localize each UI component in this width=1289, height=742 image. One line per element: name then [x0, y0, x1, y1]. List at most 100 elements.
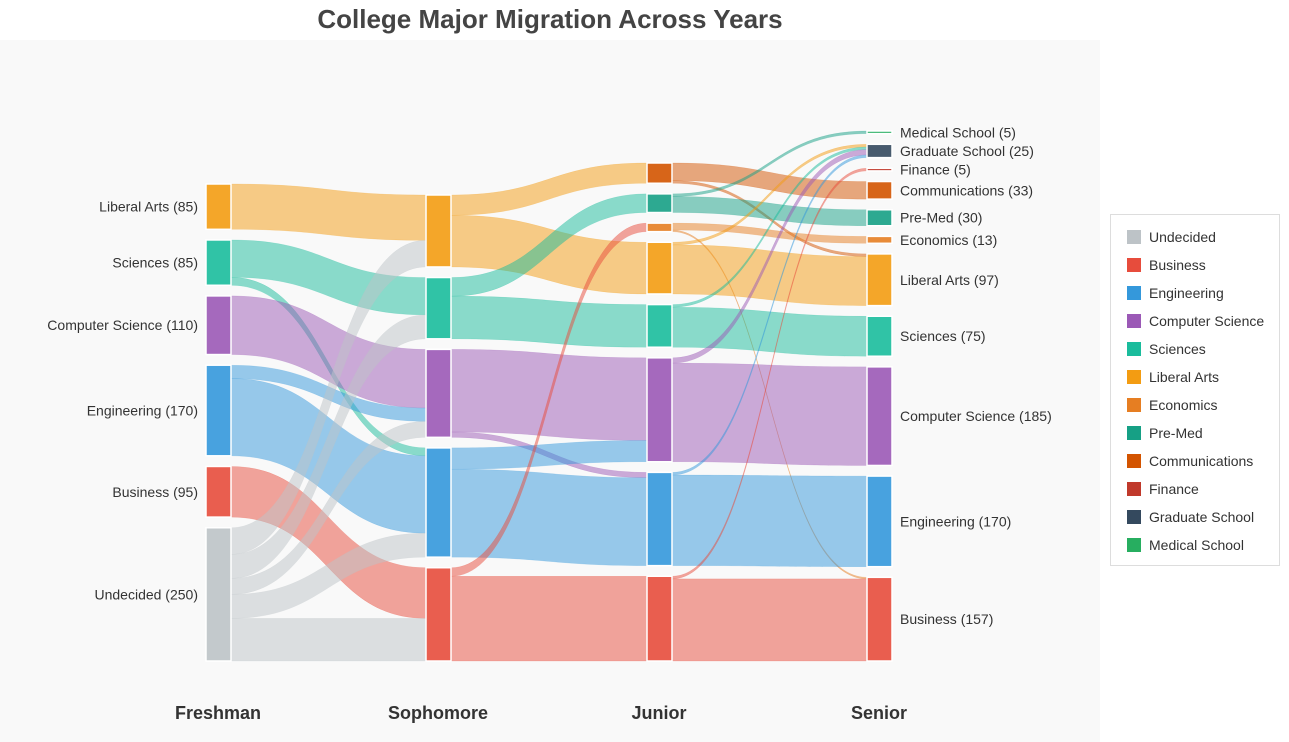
node-label: Graduate School (25) — [900, 143, 1034, 159]
node-label: Business (157) — [900, 611, 993, 627]
node-label: Business (95) — [112, 484, 198, 500]
chart-title: College Major Migration Across Years — [317, 4, 783, 34]
legend: Undecided Business Engineering Computer Sci… — [1110, 214, 1280, 566]
legend-item[interactable]: Communications — [1127, 451, 1253, 471]
legend-label: Finance — [1149, 481, 1199, 497]
node-label: Medical School (5) — [900, 124, 1016, 140]
node-senior-medical-school[interactable] — [866, 130, 893, 135]
legend-item[interactable]: Pre-Med — [1127, 423, 1203, 443]
legend-item[interactable]: Undecided — [1127, 227, 1216, 247]
link-engineering-to-computer-science[interactable] — [450, 440, 648, 470]
legend-item[interactable]: Liberal Arts — [1127, 367, 1219, 387]
node-label: Communications (33) — [900, 182, 1033, 198]
node-junior-communications[interactable] — [646, 162, 673, 185]
legend-swatch — [1127, 398, 1141, 412]
column-label-senior: Senior — [851, 703, 907, 723]
node-sophomore-engineering[interactable] — [425, 447, 452, 558]
node-sophomore-business[interactable] — [425, 566, 452, 662]
legend-label: Pre-Med — [1149, 425, 1203, 441]
node-sophomore-liberal-arts[interactable] — [425, 194, 452, 268]
legend-swatch — [1127, 370, 1141, 384]
legend-swatch — [1127, 454, 1141, 468]
legend-swatch — [1127, 230, 1141, 244]
link-liberal-arts-to-liberal-arts[interactable] — [230, 183, 427, 241]
sankey-diagram: Liberal Arts (85) Sciences (85) Computer S… — [47, 124, 1051, 723]
column-label-junior: Junior — [631, 703, 686, 723]
link-engineering-to-engineering[interactable] — [450, 468, 648, 566]
column-label-sophomore: Sophomore — [388, 703, 488, 723]
links — [230, 130, 868, 662]
legend-swatch — [1127, 482, 1141, 496]
legend-label: Business — [1149, 257, 1206, 273]
node-senior-business[interactable] — [866, 576, 893, 662]
legend-label: Economics — [1149, 397, 1218, 413]
node-senior-computer-science[interactable] — [866, 366, 893, 467]
legend-swatch — [1127, 314, 1141, 328]
node-label: Engineering (170) — [87, 403, 198, 419]
node-label: Undecided (250) — [94, 586, 198, 602]
node-freshman-business[interactable] — [205, 465, 232, 518]
node-label: Liberal Arts (85) — [99, 199, 198, 215]
legend-label: Medical School — [1149, 537, 1244, 553]
legend-item[interactable]: Economics — [1127, 395, 1217, 415]
legend-label: Liberal Arts — [1149, 369, 1220, 385]
link-undecided-to-business[interactable] — [230, 618, 427, 662]
node-freshman-engineering[interactable] — [205, 364, 232, 457]
node-freshman-sciences[interactable] — [205, 239, 232, 287]
legend-item[interactable]: Computer Science — [1127, 311, 1264, 331]
node-senior-graduate-school[interactable] — [866, 143, 893, 159]
node-label: Sciences (75) — [900, 328, 986, 344]
legend-label: Undecided — [1149, 229, 1216, 245]
node-junior-engineering[interactable] — [646, 471, 673, 567]
legend-swatch — [1127, 510, 1141, 524]
node-label: Finance (5) — [900, 162, 971, 178]
node-junior-computer-science[interactable] — [646, 357, 673, 463]
node-junior-business[interactable] — [646, 575, 673, 662]
node-sophomore-sciences[interactable] — [425, 276, 452, 340]
legend-label: Engineering — [1149, 285, 1224, 301]
legend-label: Graduate School — [1149, 509, 1255, 525]
legend-item[interactable]: Business — [1127, 255, 1206, 275]
column-label-freshman: Freshman — [175, 703, 261, 723]
legend-swatch — [1127, 286, 1141, 300]
link-sciences-to-sciences[interactable] — [450, 295, 648, 348]
legend-item[interactable]: Engineering — [1127, 283, 1224, 303]
node-senior-sciences[interactable] — [866, 315, 893, 357]
legend-item[interactable]: Medical School — [1127, 535, 1244, 555]
legend-item[interactable]: Sciences — [1127, 339, 1206, 359]
link-engineering-to-engineering[interactable] — [671, 474, 868, 567]
node-junior-pre-med[interactable] — [646, 193, 673, 214]
node-junior-liberal-arts[interactable] — [646, 241, 673, 295]
node-label: Sciences (85) — [112, 255, 198, 271]
legend-swatch — [1127, 538, 1141, 552]
node-senior-engineering[interactable] — [866, 475, 893, 568]
legend-item[interactable]: Finance — [1127, 479, 1199, 499]
node-label: Engineering (170) — [900, 513, 1011, 529]
node-senior-communications[interactable] — [866, 180, 893, 200]
nodes: Liberal Arts (85) Sciences (85) Computer S… — [47, 124, 1051, 723]
legend-swatch — [1127, 426, 1141, 440]
node-freshman-undecided[interactable] — [205, 527, 232, 662]
node-sophomore-computer-science[interactable] — [425, 348, 452, 439]
node-junior-economics[interactable] — [646, 222, 673, 233]
node-freshman-computer-science[interactable] — [205, 295, 232, 356]
link-business-to-business[interactable] — [450, 576, 648, 662]
link-computer-science-to-computer-science[interactable] — [671, 362, 868, 466]
node-senior-pre-med[interactable] — [866, 209, 893, 227]
node-junior-sciences[interactable] — [646, 303, 673, 348]
legend-swatch — [1127, 342, 1141, 356]
link-pre-med-to-pre-med[interactable] — [671, 196, 868, 226]
node-label: Liberal Arts (97) — [900, 272, 999, 288]
legend-label: Sciences — [1149, 341, 1206, 357]
node-label: Computer Science (110) — [47, 317, 198, 333]
node-label: Computer Science (185) — [900, 408, 1052, 424]
legend-item[interactable]: Graduate School — [1127, 507, 1254, 527]
link-business-to-business[interactable] — [671, 578, 868, 662]
node-senior-economics[interactable] — [866, 235, 893, 245]
node-senior-finance[interactable] — [866, 167, 893, 172]
node-senior-liberal-arts[interactable] — [866, 253, 893, 307]
legend-label: Communications — [1149, 453, 1254, 469]
node-label: Economics (13) — [900, 232, 997, 248]
node-label: Pre-Med (30) — [900, 210, 982, 226]
node-freshman-liberal-arts[interactable] — [205, 183, 232, 231]
